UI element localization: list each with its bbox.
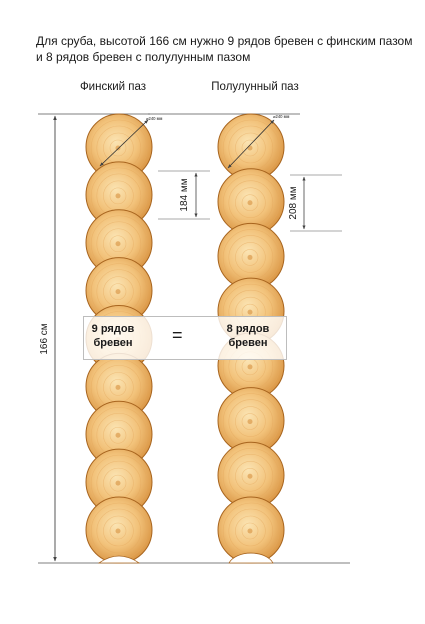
log-core xyxy=(247,364,253,370)
log-core xyxy=(115,193,121,199)
log-core xyxy=(115,432,121,438)
growth-ring xyxy=(109,522,127,540)
right-step-label: 208 мм xyxy=(288,186,299,219)
growth-ring xyxy=(235,187,266,219)
right-diameter-label: ⌀240 мм xyxy=(273,114,290,119)
growth-ring xyxy=(109,426,127,444)
growth-ring xyxy=(241,522,259,540)
log-core xyxy=(247,309,253,315)
growth-ring xyxy=(109,379,127,396)
heading: Для сруба, высотой 166 см нужно 9 рядов … xyxy=(36,34,416,65)
left-diameter-arrow xyxy=(99,119,149,167)
growth-ring xyxy=(109,235,127,253)
comparison-box xyxy=(83,316,287,360)
log-core xyxy=(115,241,121,247)
left-diameter-label: ⌀240 мм xyxy=(146,116,163,121)
growth-ring xyxy=(241,194,259,212)
log-core xyxy=(247,145,253,151)
log-core xyxy=(115,528,121,534)
finnish-groove-notch xyxy=(97,555,141,564)
comparison-left: 9 рядов бревен xyxy=(88,322,138,350)
log-core xyxy=(115,480,121,486)
growth-ring xyxy=(241,413,259,430)
growth-ring xyxy=(109,283,127,300)
growth-ring xyxy=(241,249,259,266)
growth-ring xyxy=(235,242,266,273)
growth-ring xyxy=(235,406,266,437)
log-core xyxy=(247,254,253,260)
left-step-label: 184 мм xyxy=(179,178,190,211)
finnish-groove-title: Финский паз xyxy=(79,81,147,93)
heading-line-1: Для сруба, высотой 166 см нужно 9 рядов … xyxy=(36,34,413,48)
log-core xyxy=(247,473,253,479)
log-core xyxy=(115,384,121,390)
growth-ring xyxy=(103,515,134,547)
growth-ring xyxy=(109,187,127,205)
half-moon-groove-title: Полулунный паз xyxy=(211,81,299,93)
comparison-left-count: 9 рядов xyxy=(91,323,135,335)
comparison-right-count: 8 рядов xyxy=(226,323,270,335)
growth-ring xyxy=(241,467,259,485)
log-core xyxy=(247,419,253,425)
height-label: 166 см xyxy=(39,323,50,354)
growth-ring xyxy=(109,474,127,492)
heading-line-2: и 8 рядов бревен с полулунным пазом xyxy=(36,49,251,64)
equals-sign: = xyxy=(172,325,183,345)
half-moon-groove-notch xyxy=(228,552,274,564)
log-core xyxy=(247,528,253,534)
comparison-right-unit: бревен xyxy=(228,337,268,349)
growth-ring xyxy=(235,515,266,547)
log-core xyxy=(247,200,253,206)
log-core xyxy=(115,145,121,151)
comparison-right: 8 рядов бревен xyxy=(218,322,278,350)
growth-ring xyxy=(96,508,142,554)
log-core xyxy=(115,289,121,295)
growth-ring xyxy=(235,460,266,492)
right-diameter-arrow xyxy=(227,119,275,169)
comparison-left-unit: бревен xyxy=(93,337,133,349)
